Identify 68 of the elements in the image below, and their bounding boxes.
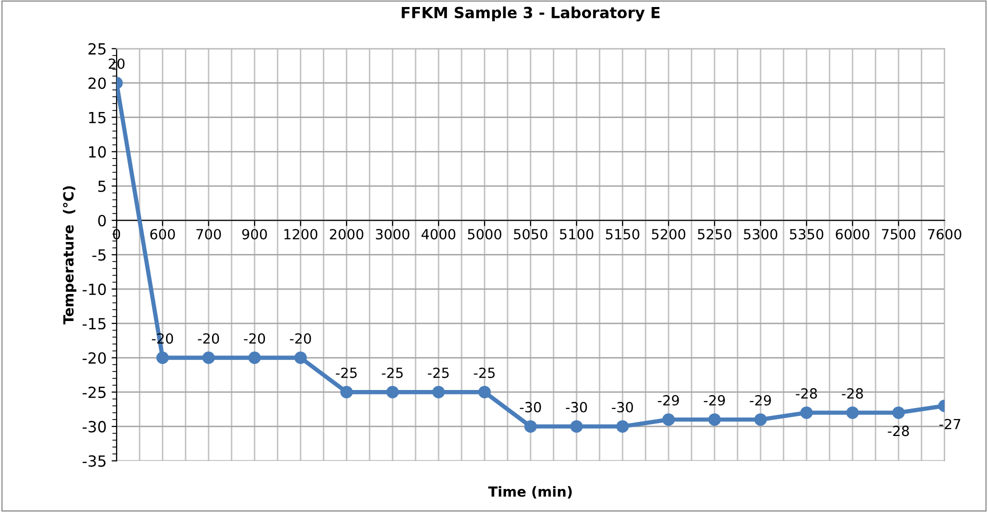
x-tick-label: 5200 [652, 228, 686, 240]
data-label: -25 [382, 368, 403, 378]
data-label: -27 [939, 418, 960, 430]
data-label: -29 [658, 395, 679, 406]
x-tick-label: 5350 [790, 228, 824, 240]
chart-title: FFKM Sample 3 - Laboratory E [402, 6, 660, 22]
data-label: -28 [796, 388, 817, 399]
x-tick-label: 4000 [422, 228, 456, 240]
y-tick-label: 15 [89, 112, 106, 124]
y-tick-label: 25 [88, 43, 106, 55]
point [248, 352, 261, 364]
data-label: -28 [842, 388, 863, 399]
data-label: -28 [888, 426, 909, 436]
point [432, 386, 445, 398]
y-tick-label: -10 [82, 284, 106, 296]
point [570, 420, 583, 433]
data-label: -25 [474, 368, 495, 378]
x-tick-label: 5050 [514, 228, 548, 240]
y-tick-label: -15 [82, 318, 106, 330]
point [478, 386, 491, 398]
data-label: -20 [290, 333, 311, 344]
y-tick-label: -5 [92, 249, 106, 261]
data-label: -25 [336, 368, 357, 378]
x-tick-label: 1200 [284, 228, 318, 240]
y-tick-label: -20 [82, 352, 106, 364]
point [846, 406, 859, 419]
point [800, 406, 813, 419]
x-tick-label: 700 [196, 228, 221, 240]
x-tick-label: 5100 [560, 228, 594, 240]
y-tick-label: 10 [89, 146, 106, 158]
x-tick-label: 900 [242, 228, 267, 240]
data-label: -20 [198, 333, 219, 344]
data-label: -30 [612, 402, 633, 412]
x-tick-label: 600 [150, 228, 175, 240]
x-tick-label: 5000 [468, 228, 502, 240]
data-label: -30 [520, 402, 541, 412]
y-tick-label: -25 [82, 386, 106, 398]
point [386, 386, 399, 398]
y-tick-label: 20 [88, 77, 106, 90]
x-tick-label: 6000 [836, 228, 870, 240]
data-label: -29 [750, 395, 771, 406]
y-tick-label: -35 [82, 455, 106, 467]
point [340, 386, 353, 398]
point [662, 413, 675, 426]
point [708, 413, 721, 426]
point [202, 352, 215, 364]
point [156, 352, 169, 364]
point [294, 352, 307, 364]
y-tick-label: 0 [98, 214, 106, 226]
point [524, 420, 537, 433]
point [892, 406, 905, 419]
x-tick-label: 2000 [330, 228, 364, 240]
x-tick-label: 7500 [882, 228, 916, 240]
x-tick-label: 5300 [744, 228, 778, 240]
x-tick-label: 5150 [606, 228, 640, 240]
y-tick-label: -30 [82, 420, 106, 432]
x-tick-label: 5250 [698, 228, 732, 240]
data-label: -30 [566, 402, 587, 412]
data-label: -20 [244, 333, 265, 344]
data-label: -29 [704, 395, 725, 406]
x-tick-label: 7600 [928, 228, 962, 240]
point [754, 413, 767, 426]
x-axis-title: Time (min) [488, 486, 572, 498]
point [616, 420, 629, 433]
y-tick-label: 5 [98, 180, 106, 192]
data-label: -25 [428, 368, 449, 378]
x-tick-label: 3000 [376, 228, 410, 240]
y-axis-title: Temperature (°C) [62, 186, 76, 324]
